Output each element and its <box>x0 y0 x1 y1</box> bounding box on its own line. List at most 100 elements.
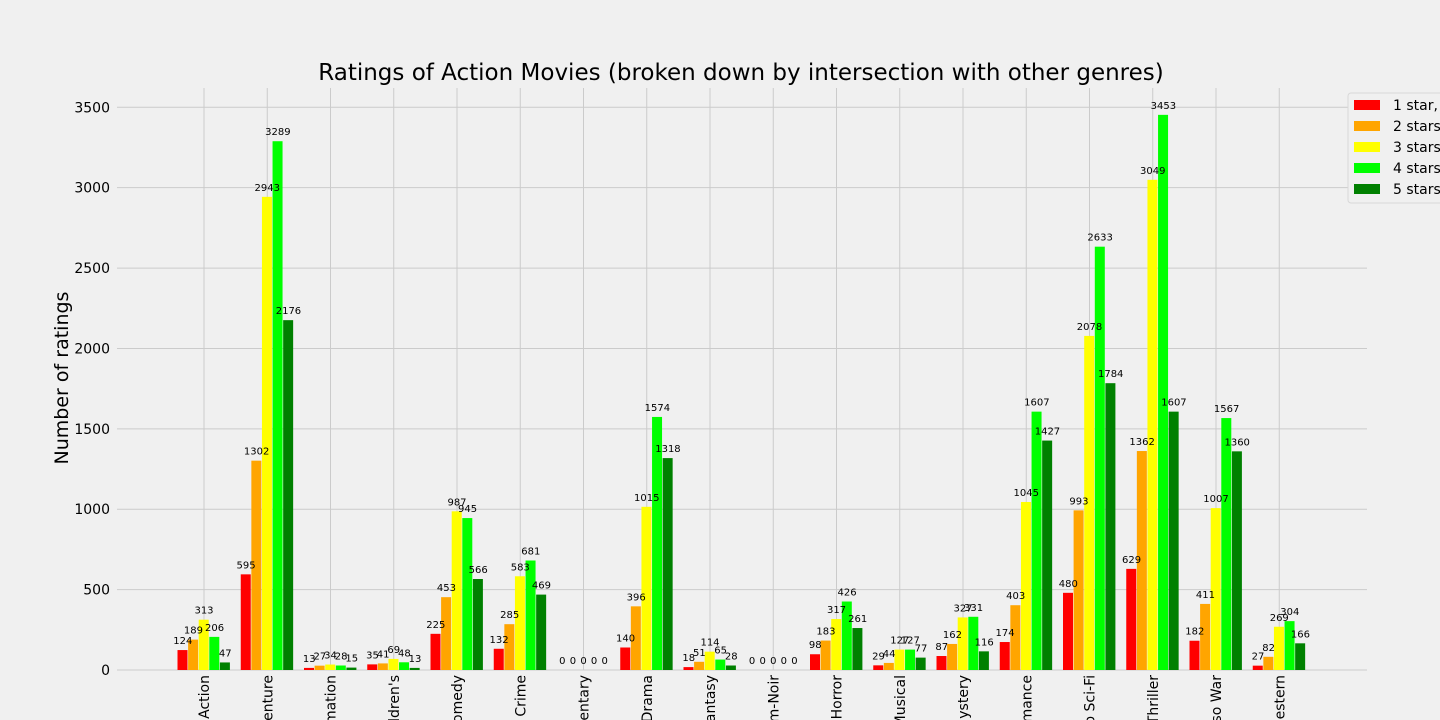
legend-swatch <box>1354 163 1380 173</box>
bar <box>441 597 452 670</box>
legend-swatch <box>1354 184 1380 194</box>
bar <box>399 662 410 670</box>
bar <box>1042 440 1053 670</box>
data-label: 269 <box>1270 613 1289 624</box>
data-label: 2633 <box>1087 233 1112 244</box>
bar <box>493 648 504 670</box>
data-label: 2943 <box>255 183 280 194</box>
bar <box>219 662 230 670</box>
legend-swatch <box>1354 121 1380 131</box>
bar <box>325 664 336 670</box>
bar <box>1136 451 1147 670</box>
bar <box>957 617 968 670</box>
bar <box>1252 665 1263 670</box>
y-tick-label: 0 <box>101 663 110 679</box>
bar <box>472 579 483 670</box>
bar <box>1126 568 1137 670</box>
data-label: 1784 <box>1098 369 1123 380</box>
data-label: 87 <box>935 642 948 653</box>
y-axis-label: Number of ratings <box>51 292 73 465</box>
data-label: 174 <box>996 628 1015 639</box>
data-label: 27 <box>1252 652 1265 663</box>
x-tick-label: antasy <box>703 675 719 720</box>
bar <box>915 657 926 670</box>
data-label: 28 <box>725 651 738 662</box>
data-label: 2078 <box>1077 322 1102 333</box>
data-label: 114 <box>700 638 719 649</box>
bar <box>177 650 188 670</box>
bar <box>314 665 325 670</box>
x-tick-label: Thriller <box>1146 675 1162 720</box>
data-label: 206 <box>205 623 224 634</box>
bar <box>1210 508 1221 670</box>
bar <box>525 560 536 670</box>
bar <box>1221 418 1232 670</box>
data-label: 13 <box>303 654 316 665</box>
x-tick-label: mance <box>1019 675 1035 720</box>
data-label: 0 <box>749 656 755 667</box>
bar <box>251 460 262 670</box>
y-tick-label: 500 <box>83 583 110 599</box>
data-label: 15 <box>345 654 358 665</box>
data-label: 34 <box>324 651 337 662</box>
bar <box>536 594 547 670</box>
legend-box <box>1347 92 1440 204</box>
y-tick-label: 2500 <box>74 261 110 277</box>
bar <box>240 574 251 670</box>
data-label: 1007 <box>1203 494 1228 505</box>
data-label: 0 <box>580 656 586 667</box>
data-label: 183 <box>816 627 835 638</box>
data-label: 583 <box>511 562 530 573</box>
x-tick-label: Crime <box>513 675 529 717</box>
bar <box>683 667 694 670</box>
data-label: 44 <box>883 649 896 660</box>
data-label: 0 <box>781 656 787 667</box>
data-label: 51 <box>693 648 706 659</box>
bar <box>831 619 842 670</box>
legend-swatch <box>1354 100 1380 110</box>
data-label: 0 <box>591 656 597 667</box>
x-tick-label: ldren's <box>387 675 403 720</box>
data-label: 327 <box>953 603 972 614</box>
bar <box>936 656 947 670</box>
data-label: 77 <box>915 644 928 655</box>
x-tick-label: Drama <box>640 675 656 720</box>
data-label: 331 <box>964 603 983 614</box>
data-label: 69 <box>387 645 400 656</box>
bar <box>1084 335 1095 670</box>
data-label: 28 <box>335 651 348 662</box>
bar <box>841 601 852 670</box>
bar <box>894 649 905 670</box>
data-label: 1360 <box>1224 437 1249 448</box>
x-tick-label: lystery <box>956 675 972 720</box>
bar <box>504 624 515 670</box>
bar <box>188 639 199 670</box>
data-label: 124 <box>173 636 192 647</box>
x-tick-label: omedy <box>450 675 466 720</box>
data-label: 285 <box>500 610 519 621</box>
data-label: 629 <box>1122 555 1141 566</box>
data-label: 29 <box>872 651 885 662</box>
bar <box>1168 411 1179 670</box>
data-label: 480 <box>1059 579 1078 590</box>
legend-label: 3 stars <box>1393 140 1440 156</box>
legend-label: 5 stars <box>1393 182 1440 198</box>
data-label: 1045 <box>1014 488 1039 499</box>
bar <box>198 619 209 670</box>
bar <box>968 616 979 670</box>
data-label: 3453 <box>1151 101 1176 112</box>
data-label: 189 <box>184 626 203 637</box>
bar <box>283 320 294 670</box>
y-tick-label: 3000 <box>74 181 110 197</box>
data-label: 127 <box>901 636 920 647</box>
data-label: 1574 <box>645 403 670 414</box>
y-axis-ticks: 0 500 1000 1500 2000 2500 3000 3500 <box>74 100 110 679</box>
bar <box>1063 592 1073 670</box>
data-label: 0 <box>602 656 608 667</box>
bar <box>261 196 272 671</box>
data-label: 595 <box>237 560 256 571</box>
bar <box>1158 114 1169 670</box>
bar <box>725 665 736 670</box>
bar <box>388 658 399 670</box>
data-label: 116 <box>975 637 994 648</box>
